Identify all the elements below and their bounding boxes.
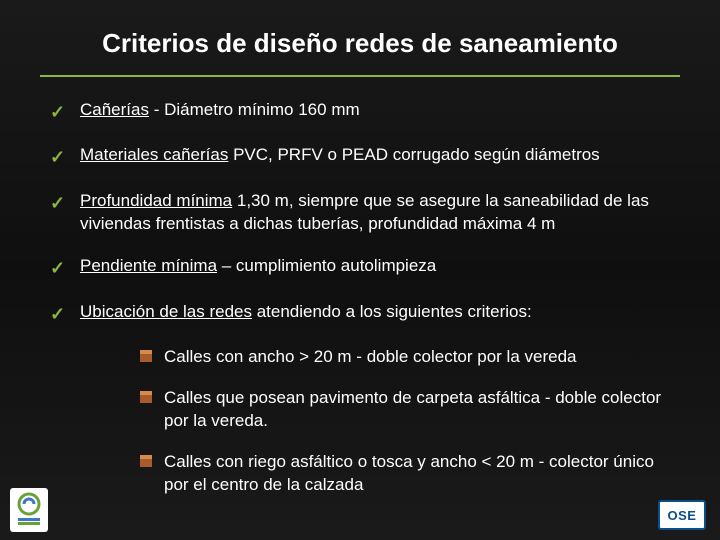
sub-list: Calles con ancho > 20 m - doble colector…: [140, 346, 670, 497]
bullet-rest: – cumplimiento autolimpieza: [217, 256, 436, 275]
bullet-item: ✓ Ubicación de las redes atendiendo a lo…: [50, 301, 670, 326]
title-underline: [40, 75, 680, 77]
check-icon: ✓: [50, 100, 80, 124]
bullet-text: Pendiente mínima – cumplimiento autolimp…: [80, 255, 670, 278]
sub-item: Calles con ancho > 20 m - doble colector…: [140, 346, 670, 369]
sub-item: Calles con riego asfáltico o tosca y anc…: [140, 451, 670, 497]
check-icon: ✓: [50, 191, 80, 215]
bullet-item: ✓ Cañerías - Diámetro mínimo 160 mm: [50, 99, 670, 124]
sub-text: Calles que posean pavimento de carpeta a…: [164, 387, 670, 433]
check-icon: ✓: [50, 302, 80, 326]
logo-right: OSE: [658, 500, 706, 530]
bullet-lead: Cañerías: [80, 100, 149, 119]
bullet-lead: Profundidad mínima: [80, 191, 232, 210]
bullet-lead: Materiales cañerías: [80, 145, 228, 164]
bullet-item: ✓ Pendiente mínima – cumplimiento autoli…: [50, 255, 670, 280]
bullet-item: ✓ Profundidad mínima 1,30 m, siempre que…: [50, 190, 670, 236]
bullet-rest: PVC, PRFV o PEAD corrugado según diámetr…: [228, 145, 599, 164]
sub-text: Calles con ancho > 20 m - doble colector…: [164, 346, 670, 369]
bullet-text: Materiales cañerías PVC, PRFV o PEAD cor…: [80, 144, 670, 167]
sub-item: Calles que posean pavimento de carpeta a…: [140, 387, 670, 433]
square-bullet-icon: [140, 391, 164, 403]
square-bullet-icon: [140, 350, 164, 362]
content-area: ✓ Cañerías - Diámetro mínimo 160 mm ✓ Ma…: [0, 99, 720, 497]
logo-right-text: OSE: [668, 508, 697, 523]
slide-title: Criterios de diseño redes de saneamiento: [0, 0, 720, 69]
bullet-text: Ubicación de las redes atendiendo a los …: [80, 301, 670, 324]
logo-left: [10, 488, 48, 532]
bullet-item: ✓ Materiales cañerías PVC, PRFV o PEAD c…: [50, 144, 670, 169]
check-icon: ✓: [50, 256, 80, 280]
bullet-text: Profundidad mínima 1,30 m, siempre que s…: [80, 190, 670, 236]
bullet-lead: Pendiente mínima: [80, 256, 217, 275]
bullet-rest: atendiendo a los siguientes criterios:: [252, 302, 532, 321]
square-bullet-icon: [140, 455, 164, 467]
bullet-lead: Ubicación de las redes: [80, 302, 252, 321]
sub-text: Calles con riego asfáltico o tosca y anc…: [164, 451, 670, 497]
bullet-rest: - Diámetro mínimo 160 mm: [149, 100, 360, 119]
bullet-text: Cañerías - Diámetro mínimo 160 mm: [80, 99, 670, 122]
check-icon: ✓: [50, 145, 80, 169]
